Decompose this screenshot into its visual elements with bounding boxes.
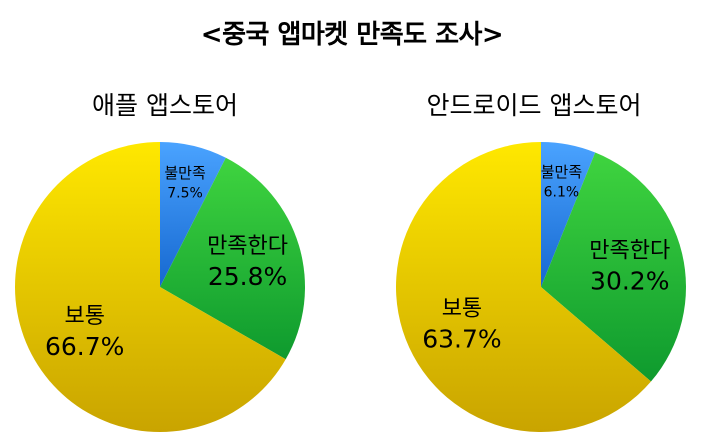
android-pie: 불만족 6.1% 만족한다 30.2% 보통 63.7%: [395, 142, 686, 432]
pie-slice-bad: [160, 142, 226, 287]
slice-label-normal: 보통: [442, 296, 482, 321]
slice-label-bad: 불만족: [164, 164, 206, 182]
pie-slice-good: [160, 157, 306, 360]
slice-value-good: 25.8%: [208, 262, 287, 291]
slice-label-bad: 불만족: [541, 163, 583, 181]
apple-chart-title: 애플 앱스토어: [92, 91, 238, 120]
slice-value-bad: 6.1%: [544, 185, 580, 201]
slice-value-normal: 66.7%: [45, 332, 124, 361]
slice-label-good: 만족한다: [207, 234, 288, 259]
pie-slice-normal: [14, 142, 286, 432]
pie-slice-good: [541, 152, 686, 382]
slice-value-normal: 63.7%: [422, 325, 501, 354]
slice-value-bad: 7.5%: [167, 186, 203, 202]
slice-label-good: 만족한다: [589, 239, 670, 264]
pie-slice-normal: [395, 142, 651, 432]
main-title: <중국 앱마켓 만족도 조사>: [200, 20, 504, 50]
apple-pie: 불만족 7.5% 만족한다 25.8% 보통 66.7%: [14, 142, 306, 432]
slice-value-good: 30.2%: [590, 267, 669, 296]
pie-slice-bad: [541, 142, 596, 287]
android-chart-title: 안드로이드 앱스토어: [426, 91, 642, 120]
slice-label-normal: 보통: [64, 304, 104, 329]
